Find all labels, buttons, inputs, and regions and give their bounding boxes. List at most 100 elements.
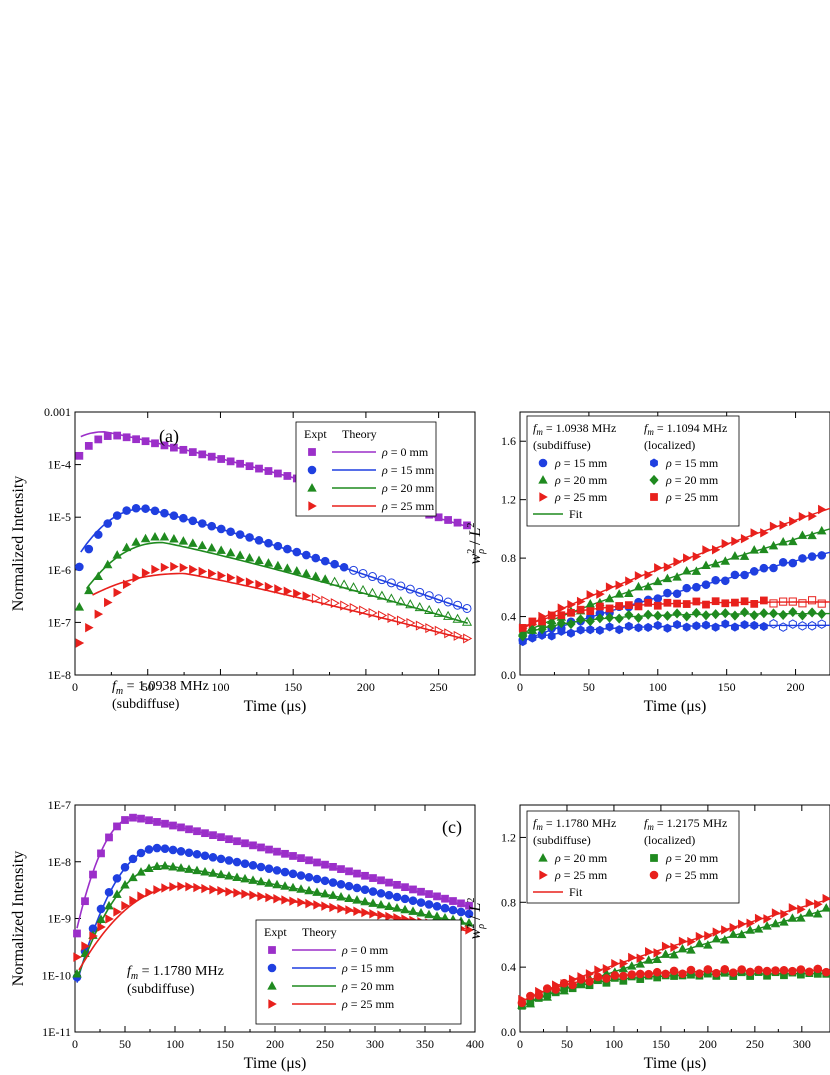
legend-marker [538, 853, 548, 862]
data-marker [694, 938, 705, 948]
y-tick-label: 1E-8 [48, 855, 71, 869]
data-marker [376, 889, 386, 898]
data-marker [424, 591, 434, 601]
x-tick-label: 200 [699, 1037, 717, 1051]
data-marker [344, 893, 354, 903]
data-marker [75, 451, 84, 460]
data-marker [289, 852, 297, 860]
data-marker [557, 611, 566, 620]
panel-a: 1E-8 1E-7 1E-6 1E-5 1E-4 0.001 0 50 100 150 200 250… [10, 405, 476, 715]
data-marker [396, 581, 406, 591]
freq-value: = 1.1780 MHz [543, 816, 616, 830]
data-marker [131, 503, 141, 513]
data-marker [189, 564, 198, 575]
legend-marker [267, 981, 277, 990]
data-marker [672, 608, 682, 619]
data-marker [720, 608, 730, 619]
data-marker [400, 904, 410, 914]
data-marker [179, 445, 188, 454]
data-marker [305, 898, 314, 909]
data-marker [176, 847, 186, 856]
data-marker [301, 550, 311, 560]
data-marker [672, 589, 682, 599]
data-marker [750, 528, 760, 538]
data-marker [232, 872, 242, 881]
data-marker [822, 893, 830, 904]
data-marker [611, 958, 620, 969]
legend-rho: ρ [341, 979, 348, 993]
data-marker [662, 610, 673, 621]
data-marker [798, 511, 808, 522]
x-tick-label: 200 [266, 1037, 284, 1051]
data-marker [817, 608, 827, 620]
data-marker [635, 969, 645, 979]
y-tick-label: 0.4 [501, 960, 516, 974]
data-marker [337, 903, 346, 914]
data-marker [159, 532, 170, 541]
data-marker [169, 511, 179, 520]
data-marker [745, 967, 755, 977]
data-marker [695, 969, 704, 978]
data-marker [145, 816, 153, 825]
data-marker [274, 584, 283, 594]
data-marker [150, 506, 160, 516]
data-marker [444, 516, 452, 524]
legend-entry: ρ = 0 mm [381, 445, 429, 459]
ylabel-slash: / [467, 536, 484, 548]
data-marker [256, 876, 266, 886]
freq-subscript: m [116, 686, 123, 697]
data-marker [736, 929, 747, 939]
x-tick-label: 250 [430, 680, 448, 694]
data-marker [605, 622, 614, 632]
data-marker [225, 547, 236, 557]
data-marker [567, 599, 576, 610]
data-marker [769, 599, 778, 608]
legend-rest: = 0 mm [348, 943, 389, 957]
legend-rest: = 25 mm [348, 997, 395, 1011]
legend-rest: = 20 mm [672, 851, 719, 865]
data-marker [711, 545, 721, 555]
legend-rho: ρ [381, 445, 388, 459]
data-marker [456, 907, 466, 917]
data-marker [235, 550, 245, 559]
data-marker [730, 551, 740, 560]
data-marker [265, 892, 274, 903]
data-marker [753, 924, 764, 933]
data-marker [144, 863, 154, 872]
legend-marker [308, 501, 317, 511]
legend-rho: ρ [381, 481, 388, 495]
data-marker [352, 895, 362, 904]
data-marker [433, 607, 444, 617]
annotation-frequency: fm = 1.0938 MHz [112, 679, 209, 697]
data-marker [96, 914, 106, 924]
annotation-regime: (subdiffuse) [112, 697, 180, 712]
data-marker [585, 977, 594, 986]
x-tick-label: 100 [605, 1037, 623, 1051]
data-marker [349, 602, 359, 614]
ylabel-L: L [467, 902, 484, 912]
data-marker [176, 863, 186, 872]
data-marker [339, 579, 350, 589]
legend-entry: ρ = 20 mm [341, 979, 395, 993]
data-marker [97, 922, 106, 932]
data-marker [216, 854, 226, 864]
legend-entry: ρ = 25 mm [665, 490, 719, 504]
x-tick-label: 0 [72, 1037, 78, 1051]
data-marker [256, 862, 266, 872]
data-marker [534, 990, 544, 1000]
data-marker [538, 630, 547, 640]
data-marker [408, 896, 418, 906]
data-marker [188, 538, 198, 547]
data-marker [207, 452, 216, 461]
legend-marker [307, 465, 317, 475]
legend-rest: = 15 mm [348, 961, 395, 975]
data-marker [465, 901, 473, 910]
data-marker [337, 865, 345, 873]
freq-symbol: f [644, 816, 649, 830]
data-marker [263, 558, 274, 567]
legend-entry: ρ = 25 mm [341, 997, 395, 1011]
legend-entry: ρ = 15 mm [554, 456, 608, 470]
y-tick-label: 1E-11 [42, 1025, 71, 1039]
data-marker [678, 936, 688, 946]
data-marker [817, 551, 827, 560]
